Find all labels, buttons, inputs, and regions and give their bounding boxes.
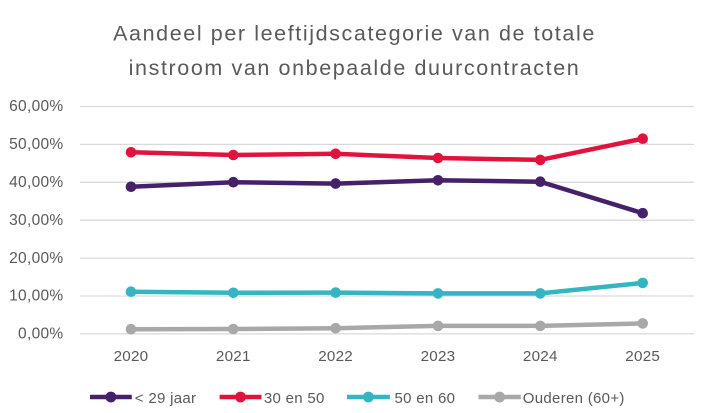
svg-text:2022: 2022 [318, 348, 353, 365]
svg-text:30 en 50: 30 en 50 [264, 390, 325, 407]
svg-text:20,00%: 20,00% [9, 250, 63, 267]
svg-text:60,00%: 60,00% [9, 98, 63, 115]
svg-text:50,00%: 50,00% [9, 136, 63, 153]
svg-text:50 en 60: 50 en 60 [395, 390, 456, 407]
svg-text:0,00%: 0,00% [18, 326, 63, 343]
svg-text:2021: 2021 [216, 348, 251, 365]
svg-text:Aandeel per leeftijdscategorie: Aandeel per leeftijdscategorie van de to… [113, 21, 596, 45]
svg-text:Ouderen (60+): Ouderen (60+) [523, 390, 625, 407]
svg-text:< 29 jaar: < 29 jaar [135, 390, 197, 407]
svg-text:30,00%: 30,00% [9, 212, 63, 229]
svg-text:2025: 2025 [625, 348, 660, 365]
svg-text:2020: 2020 [114, 348, 149, 365]
svg-text:instroom van onbepaalde duurco: instroom van onbepaalde duurcontracten [129, 56, 581, 80]
svg-text:10,00%: 10,00% [9, 288, 63, 305]
svg-text:2024: 2024 [523, 348, 558, 365]
svg-text:2023: 2023 [421, 348, 456, 365]
svg-text:40,00%: 40,00% [9, 174, 63, 191]
